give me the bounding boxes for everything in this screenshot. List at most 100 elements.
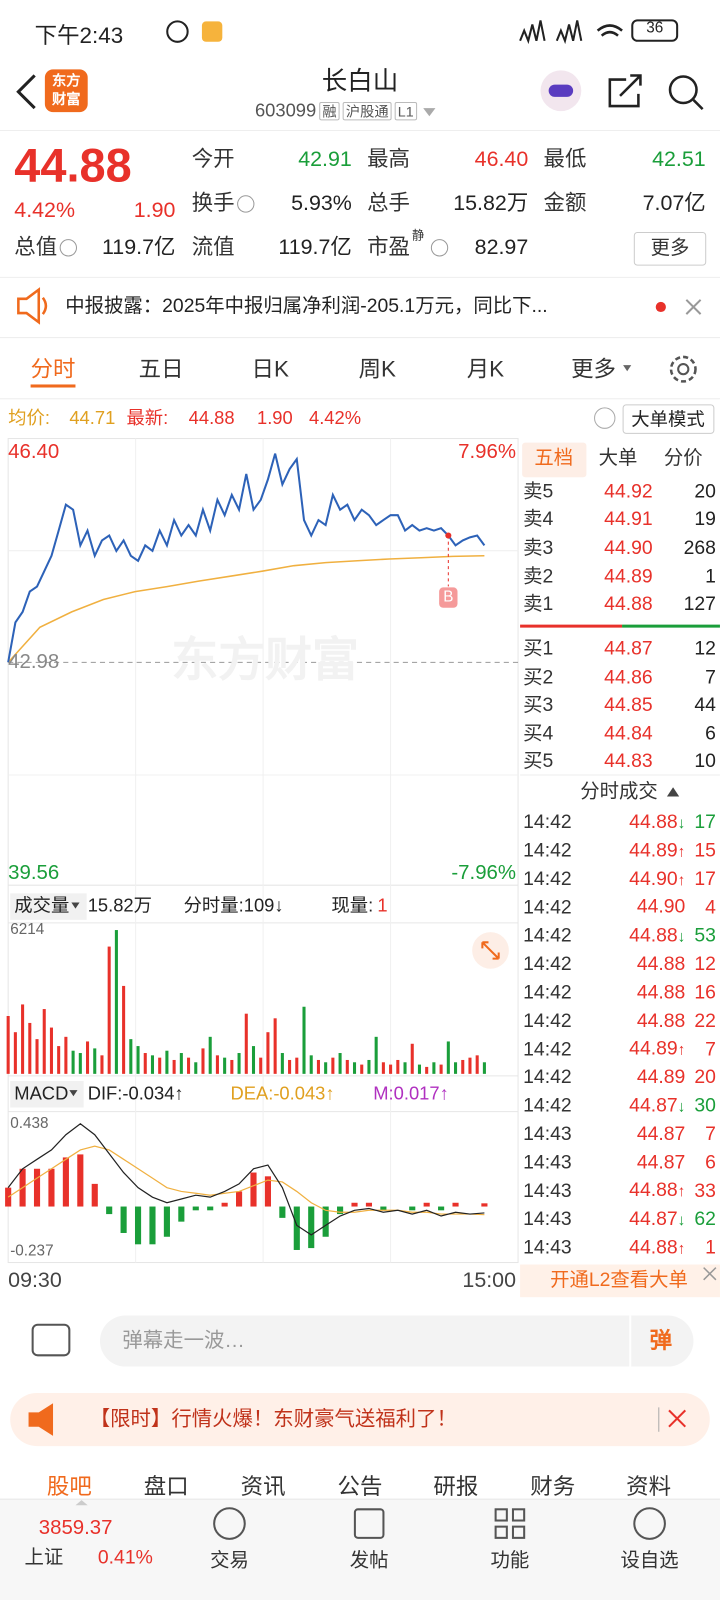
trade-volume: 16 bbox=[694, 982, 716, 1004]
stat-label: 最高 bbox=[367, 147, 410, 172]
summary-avg-label: 均价: bbox=[8, 407, 50, 429]
dropdown-icon[interactable] bbox=[422, 108, 436, 117]
macd-bar bbox=[48, 1168, 55, 1207]
tab[interactable]: 五日 bbox=[138, 356, 184, 382]
volume-bar bbox=[410, 1043, 414, 1074]
help-icon[interactable] bbox=[594, 407, 616, 429]
more-button[interactable]: 更多 bbox=[650, 237, 690, 260]
tab[interactable]: 日K bbox=[251, 356, 289, 382]
summary-latest: 44.88 bbox=[188, 407, 235, 429]
share-icon[interactable] bbox=[608, 74, 642, 108]
marker-label: B bbox=[443, 588, 454, 606]
book-tab[interactable]: 分价 bbox=[663, 447, 703, 470]
bottom-tab[interactable]: 公告 bbox=[337, 1473, 383, 1500]
bottom-tab[interactable]: 财务 bbox=[530, 1473, 576, 1500]
stat-label: 最低 bbox=[543, 147, 587, 172]
trade-time: 14:42 bbox=[523, 897, 572, 919]
comment-input[interactable] bbox=[99, 1315, 694, 1367]
trade-price: 44.87↓ bbox=[629, 1208, 685, 1233]
trade-price-value: 44.87 bbox=[629, 1095, 678, 1117]
trade-price-value: 44.89 bbox=[629, 840, 678, 862]
l2-bg bbox=[520, 1264, 720, 1298]
close-icon[interactable] bbox=[703, 1267, 717, 1281]
caret bbox=[75, 1500, 88, 1506]
l2-link[interactable]: 开通L2查看大单 bbox=[550, 1269, 688, 1292]
more-button[interactable] bbox=[633, 232, 707, 266]
stat-label: 金额 bbox=[543, 191, 587, 216]
nav-item[interactable]: 设自选 bbox=[620, 1550, 679, 1572]
trade-volume: 1 bbox=[705, 1237, 716, 1259]
battery-level: 36 bbox=[646, 19, 664, 37]
bottom-tab[interactable]: 股吧 bbox=[46, 1473, 92, 1500]
macd-select-bg[interactable] bbox=[10, 1080, 84, 1108]
close-icon[interactable] bbox=[668, 1409, 687, 1428]
search-icon bbox=[692, 99, 704, 111]
volume-bar bbox=[223, 1057, 227, 1074]
macd-bar bbox=[163, 1206, 170, 1237]
search-icon[interactable] bbox=[668, 75, 698, 105]
bottom-tab[interactable]: 资料 bbox=[626, 1473, 672, 1500]
volume-bar bbox=[172, 1059, 176, 1074]
trade-icon[interactable] bbox=[213, 1507, 246, 1540]
book-price: 44.84 bbox=[604, 723, 653, 745]
book-volume: 268 bbox=[683, 537, 716, 560]
book-volume: 7 bbox=[705, 667, 716, 689]
tab[interactable]: 分时 bbox=[30, 356, 76, 382]
book-tab[interactable]: 大单 bbox=[598, 447, 638, 470]
back-icon[interactable] bbox=[16, 74, 36, 110]
trade-price-value: 44.88 bbox=[629, 1180, 678, 1202]
promo-bg[interactable] bbox=[10, 1393, 710, 1447]
book-volume: 6 bbox=[705, 723, 716, 745]
avatar-face bbox=[548, 84, 574, 97]
tab[interactable]: 更多 bbox=[571, 356, 616, 382]
watchlist-icon[interactable] bbox=[633, 1507, 666, 1540]
volume-bar bbox=[389, 1064, 393, 1074]
volume-bar bbox=[295, 1057, 299, 1074]
book-volume: 127 bbox=[683, 593, 716, 616]
volume-bar bbox=[266, 1032, 270, 1074]
nav-item[interactable]: 交易 bbox=[210, 1550, 249, 1572]
volume-bar bbox=[71, 1050, 75, 1074]
bottom-tab[interactable]: 盘口 bbox=[143, 1473, 189, 1500]
stat-value: 42.51 bbox=[652, 147, 706, 172]
volume-bar bbox=[454, 1062, 458, 1074]
stat-label: 流值 bbox=[191, 235, 235, 259]
summary-change-pct: 4.42% bbox=[308, 407, 362, 429]
post-icon[interactable] bbox=[353, 1508, 385, 1539]
macd-bar bbox=[149, 1206, 156, 1245]
book-label: 买5 bbox=[523, 750, 554, 773]
stat-value: 82.97 bbox=[474, 235, 529, 259]
close-icon[interactable] bbox=[685, 299, 702, 315]
trade-time: 14:42 bbox=[523, 1095, 572, 1117]
stat-label: 市盈 bbox=[367, 235, 410, 259]
nav-item[interactable]: 发帖 bbox=[349, 1550, 389, 1572]
tab[interactable]: 周K bbox=[358, 356, 397, 382]
mode-button[interactable] bbox=[622, 404, 715, 434]
comment-icon[interactable] bbox=[31, 1323, 71, 1357]
index-value: 3859.37 bbox=[38, 1516, 113, 1539]
trade-volume: 7 bbox=[705, 1123, 716, 1146]
trade-time: 14:42 bbox=[523, 953, 572, 976]
vol-select-bg[interactable] bbox=[10, 893, 87, 920]
function-icon[interactable] bbox=[494, 1508, 508, 1522]
macd-bar bbox=[423, 1202, 430, 1207]
volume-bar bbox=[374, 1036, 378, 1074]
last-price: 44.88 bbox=[14, 139, 132, 193]
bottom-tab[interactable]: 资讯 bbox=[240, 1473, 286, 1500]
tab[interactable]: 月K bbox=[466, 356, 505, 382]
volume-bar bbox=[396, 1059, 400, 1074]
book-tab[interactable]: 五档 bbox=[534, 447, 574, 470]
macd-bar bbox=[264, 1176, 271, 1207]
function-icon bbox=[494, 1525, 508, 1539]
book-price: 44.86 bbox=[604, 667, 653, 689]
settings-icon[interactable] bbox=[669, 355, 697, 383]
nav-item[interactable]: 功能 bbox=[490, 1550, 530, 1572]
macd-bar bbox=[438, 1206, 445, 1211]
logo bbox=[44, 69, 88, 113]
trade-time: 14:42 bbox=[523, 1067, 572, 1089]
bottom-tab[interactable]: 研报 bbox=[433, 1473, 479, 1500]
volume-bar bbox=[49, 1027, 53, 1074]
y2-tick-label: 7.96% bbox=[458, 440, 517, 463]
